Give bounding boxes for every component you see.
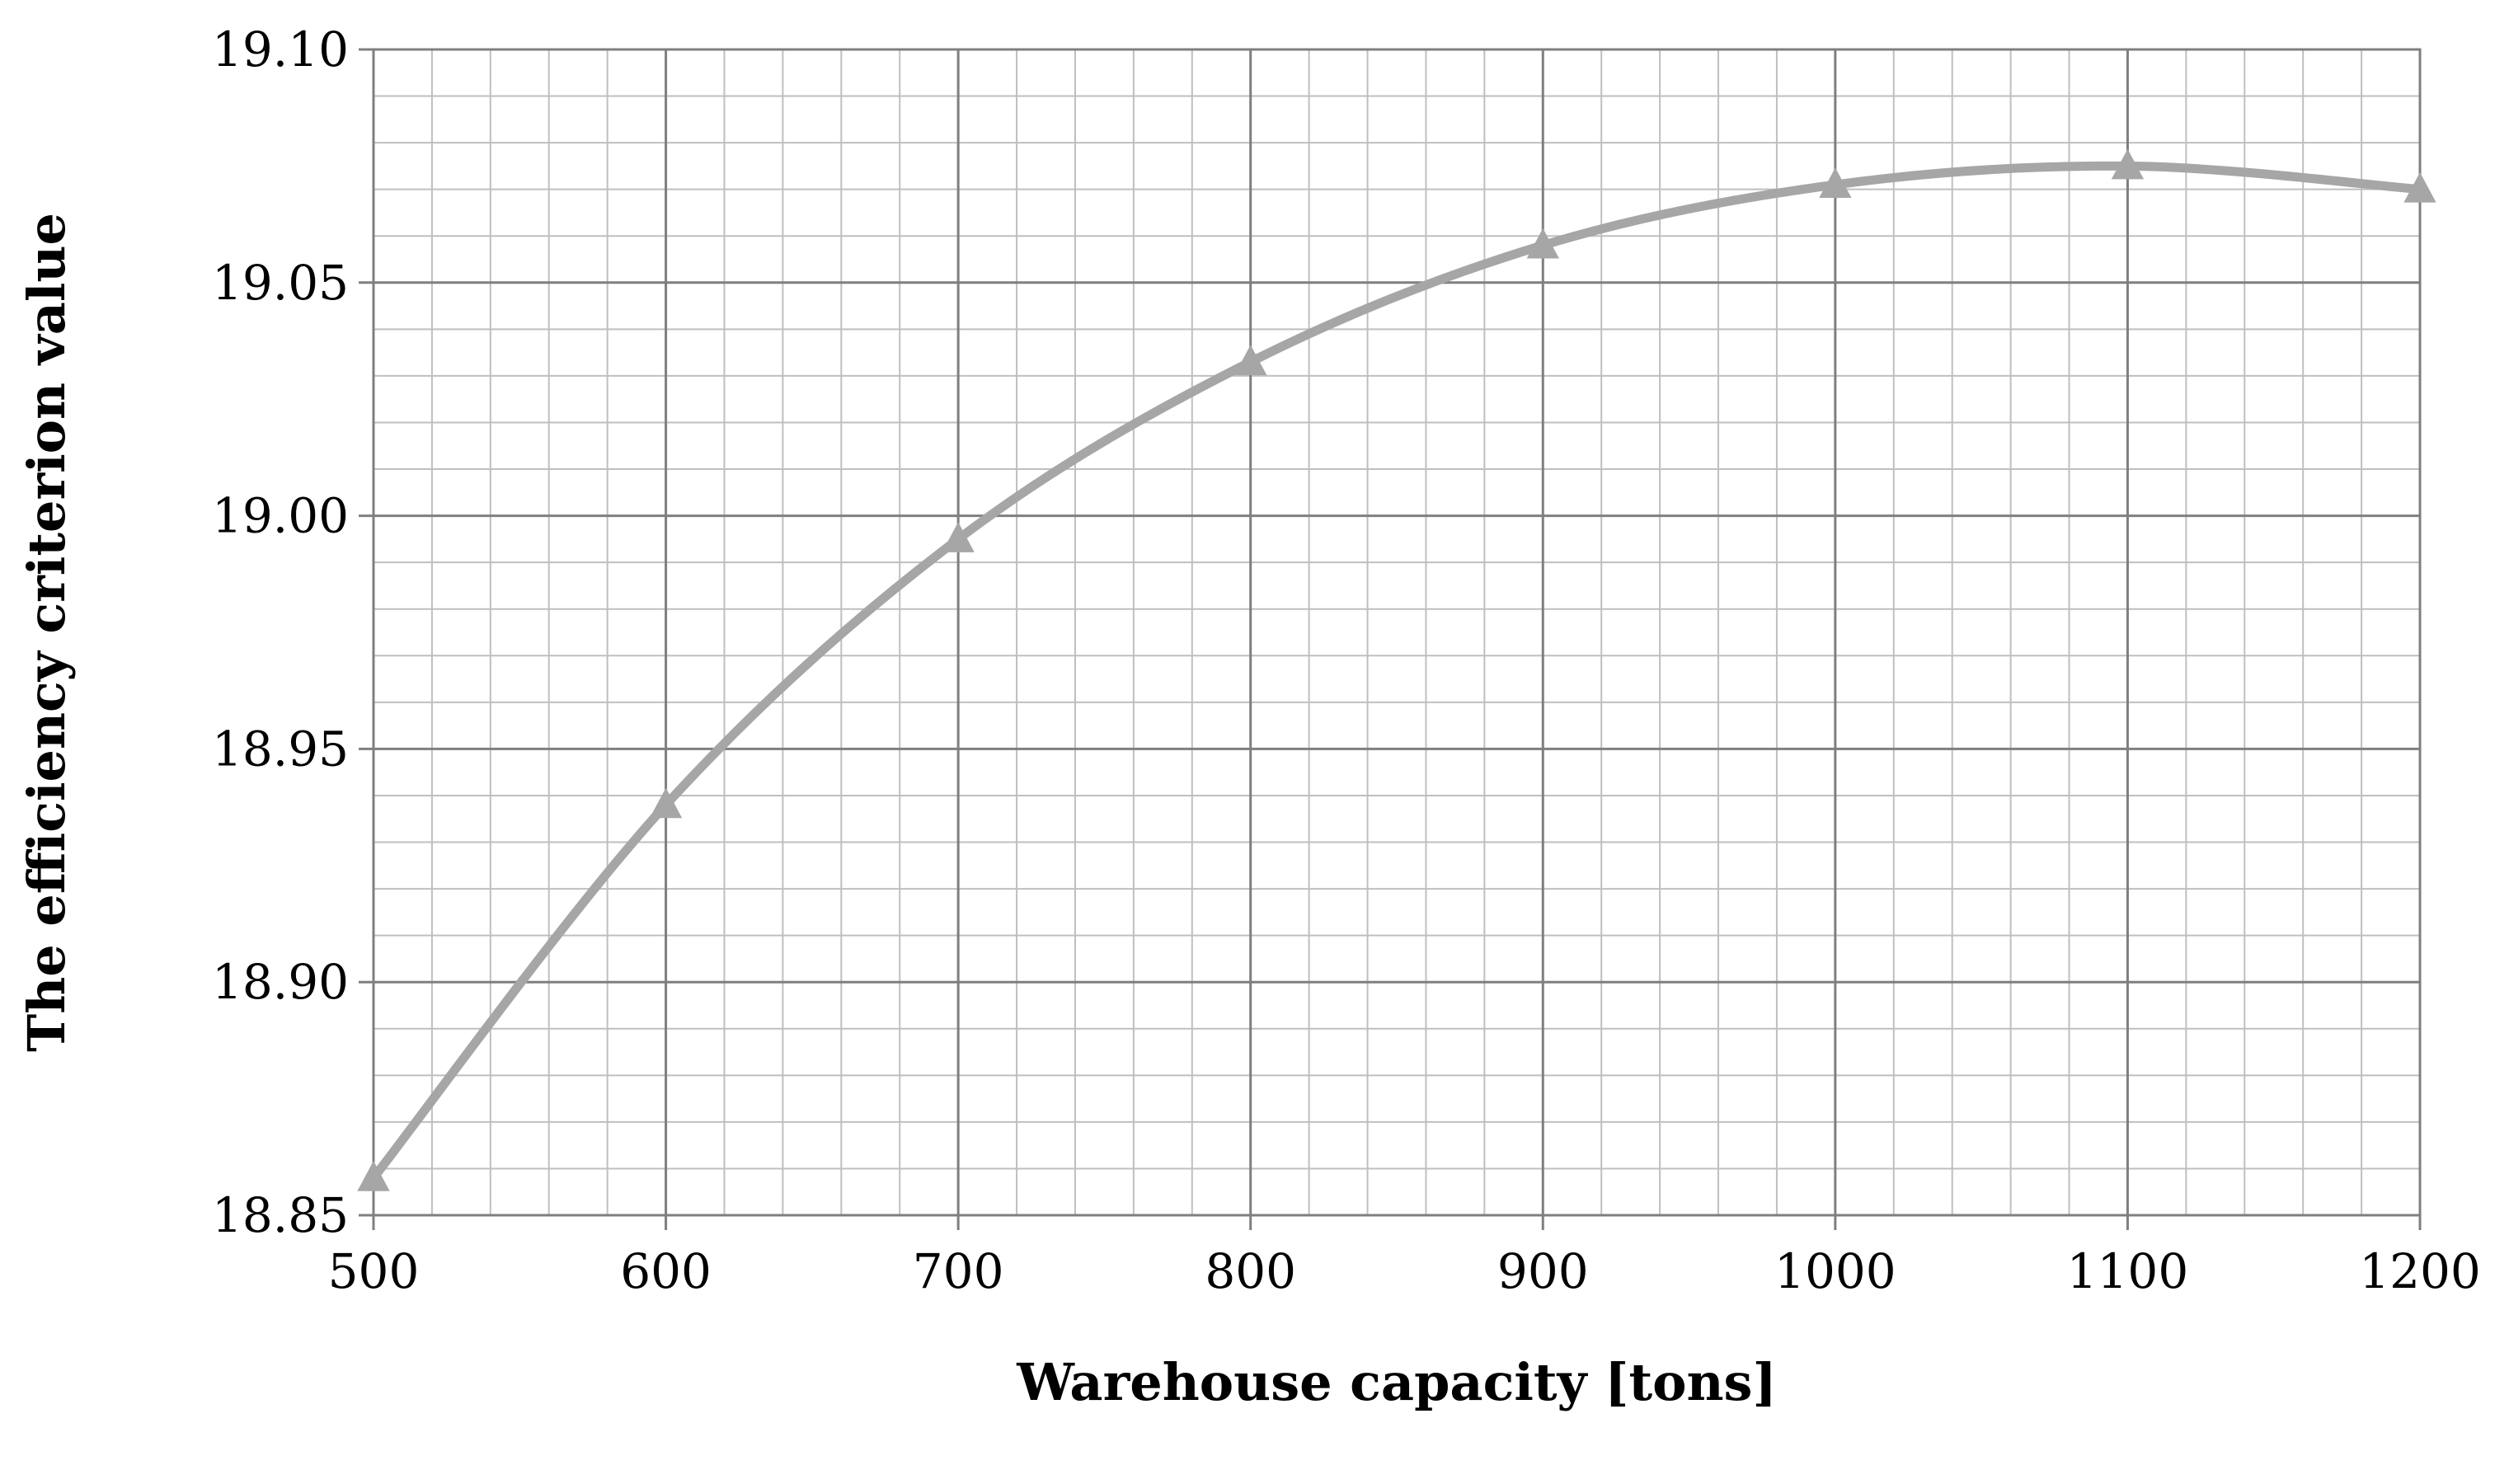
x-tick-label: 800	[1205, 1243, 1296, 1299]
data-point-marker	[2111, 148, 2145, 180]
y-tick-label: 18.90	[212, 954, 349, 1010]
y-axis-tick-labels: 18.85 18.90 18.95 19.00 19.05 19.10	[212, 21, 349, 1243]
major-grid	[359, 48, 2422, 1230]
x-axis-tick-labels: 500 600 700 800 900 1000 1100 1200	[328, 1243, 2481, 1299]
x-tick-label: 1000	[1774, 1243, 1896, 1299]
x-tick-label: 500	[328, 1243, 420, 1299]
x-tick-label: 1100	[2067, 1243, 2189, 1299]
data-point-marker	[1234, 345, 1267, 375]
data-point-marker	[1526, 228, 1559, 259]
x-axis-title: Warehouse capacity [tons]	[1016, 1352, 1777, 1412]
data-point-marker	[649, 787, 683, 819]
y-tick-label: 18.95	[212, 721, 349, 777]
data-point-marker	[942, 522, 975, 552]
y-tick-label: 19.10	[212, 21, 349, 77]
data-point-marker	[2403, 171, 2436, 203]
y-tick-label: 19.00	[212, 488, 349, 544]
data-point-marker	[357, 1161, 390, 1191]
x-tick-label: 900	[1497, 1243, 1589, 1299]
x-tick-label: 700	[913, 1243, 1004, 1299]
y-tick-label: 18.85	[212, 1187, 349, 1243]
x-tick-label: 1200	[2359, 1243, 2481, 1299]
y-axis-title: The efficiency criterion value	[16, 213, 77, 1052]
series-line	[369, 161, 2425, 1183]
data-point-marker	[1819, 167, 1852, 199]
y-tick-label: 19.05	[212, 255, 349, 311]
series-layer	[357, 148, 2436, 1191]
x-tick-label: 600	[620, 1243, 712, 1299]
plot-area-frame	[372, 48, 2422, 1217]
minor-grid	[374, 49, 2420, 1215]
